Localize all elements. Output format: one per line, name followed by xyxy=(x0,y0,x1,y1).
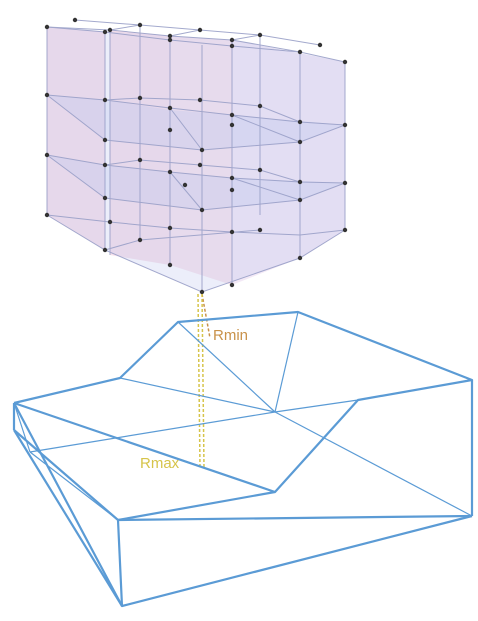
terrain-bottom xyxy=(13,429,123,607)
lattice-plane-v1 xyxy=(47,27,105,250)
rmax-label: Rmax xyxy=(140,455,180,472)
rmin-label: Rmin xyxy=(213,327,248,344)
lattice-plane-v3 xyxy=(170,36,232,285)
lattice-plane-h2 xyxy=(47,155,345,210)
terrain-top-edge xyxy=(13,310,474,494)
terrain-wireframe xyxy=(12,310,474,608)
lattice-front-face xyxy=(47,27,345,292)
lattice-nodes xyxy=(44,17,348,295)
lattice-cube xyxy=(44,17,348,295)
rmax-line xyxy=(201,293,205,469)
distance-lines xyxy=(197,293,211,469)
rmin-line xyxy=(201,293,211,339)
rmax-line-2 xyxy=(197,293,201,469)
lattice-plane-h1 xyxy=(47,95,345,150)
terrain-front-top xyxy=(13,402,473,608)
